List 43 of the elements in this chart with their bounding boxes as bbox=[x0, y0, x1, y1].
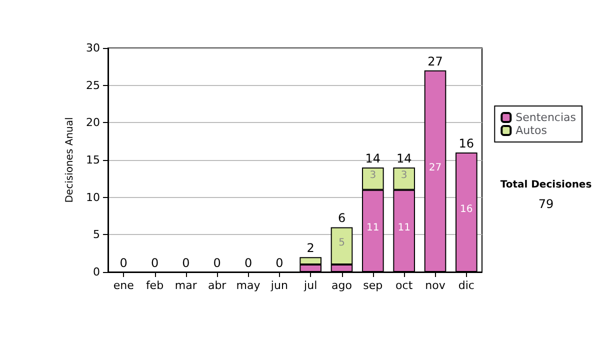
data-label: 16 bbox=[460, 204, 473, 215]
x-tick-label: dic bbox=[458, 279, 474, 292]
legend-label: Sentencias bbox=[516, 111, 576, 124]
total-label: 0 bbox=[182, 256, 190, 270]
text: 79 bbox=[538, 197, 554, 211]
x-tick-label: feb bbox=[146, 279, 164, 292]
text: Total Decisiones bbox=[500, 180, 592, 190]
data-label: 27 bbox=[428, 162, 442, 174]
x-tick-label: jul bbox=[303, 279, 318, 292]
x-tick-label: jun bbox=[270, 279, 288, 292]
total-label: 0 bbox=[150, 256, 159, 270]
total-label: 16 bbox=[458, 136, 474, 151]
x-tick-label: sep bbox=[363, 279, 383, 292]
x-tick-label: ago bbox=[332, 279, 352, 292]
y-tick-label: 10 bbox=[86, 190, 100, 204]
y-tick-label: 25 bbox=[86, 78, 100, 92]
legend-label: Autos bbox=[516, 124, 548, 137]
x-tick-label: ene bbox=[113, 279, 134, 292]
y-tick-label: 15 bbox=[86, 154, 100, 166]
x-tick-label: abr bbox=[208, 279, 227, 292]
total-label: 14 bbox=[396, 151, 412, 166]
total-label: 2 bbox=[306, 241, 314, 256]
x-tick-label: oct bbox=[396, 279, 414, 292]
data-label: 3 bbox=[370, 170, 376, 182]
y-tick-label: 30 bbox=[86, 42, 100, 54]
y-tick-label: 0 bbox=[93, 266, 100, 278]
data-label: 11 bbox=[398, 222, 410, 234]
y-tick-label: 20 bbox=[86, 116, 100, 130]
total-label: 0 bbox=[276, 256, 284, 270]
total-label: 6 bbox=[338, 211, 346, 226]
x-tick-label: may bbox=[236, 279, 261, 292]
total-label: 0 bbox=[120, 256, 128, 270]
y-axis-title: Decisiones Anual bbox=[64, 117, 76, 203]
total-label: 0 bbox=[213, 256, 221, 270]
data-label: 3 bbox=[400, 170, 408, 182]
x-tick-label: mar bbox=[174, 279, 198, 292]
data-label: 11 bbox=[366, 222, 380, 234]
total-label: 0 bbox=[244, 256, 252, 270]
data-label: 5 bbox=[338, 237, 345, 248]
y-tick-label: 5 bbox=[93, 228, 100, 242]
total-label: 14 bbox=[365, 151, 381, 166]
x-tick-label: nov bbox=[425, 279, 446, 292]
total-label: 27 bbox=[428, 54, 443, 68]
